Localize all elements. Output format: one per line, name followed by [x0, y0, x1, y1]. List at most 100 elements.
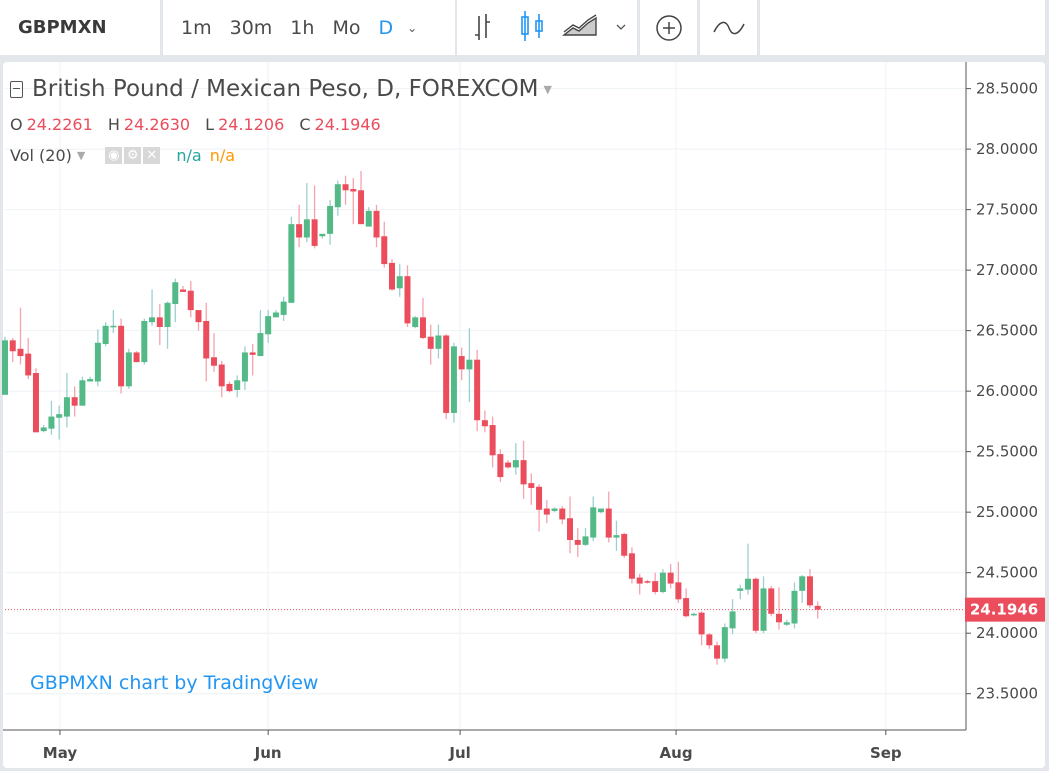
price-tick-label: 27.0000 — [976, 261, 1038, 279]
series-menu-chevron-icon[interactable]: ▼ — [543, 82, 552, 96]
collapse-legend-icon[interactable] — [10, 80, 23, 98]
gear-icon[interactable]: ⚙ — [124, 147, 142, 164]
candle-body — [226, 383, 233, 392]
interval-1m[interactable]: 1m — [181, 16, 212, 39]
compare-button[interactable] — [640, 0, 697, 55]
candle — [760, 576, 767, 634]
bar-chart-icon[interactable] — [475, 14, 490, 40]
candlestick-icon[interactable] — [521, 11, 543, 41]
volume-label: Vol (20) — [10, 146, 72, 165]
candle — [56, 405, 63, 440]
candle — [311, 185, 318, 249]
candle — [241, 346, 248, 390]
last-price-badge: 24.1946 — [965, 597, 1045, 622]
candle — [683, 588, 690, 618]
close-icon[interactable]: ✕ — [143, 147, 161, 164]
area-chart-icon[interactable] — [561, 14, 597, 36]
candle — [644, 579, 651, 584]
candle-body — [497, 454, 504, 478]
candle-body — [574, 540, 581, 545]
volume-value: n/a — [176, 146, 202, 165]
candle — [659, 569, 666, 594]
interval-1h[interactable]: 1h — [290, 16, 315, 39]
eye-icon[interactable]: ◉ — [105, 147, 123, 164]
time-tick-label: Jun — [254, 744, 282, 762]
candle — [528, 473, 535, 505]
candle — [419, 297, 426, 340]
candle-body — [729, 611, 736, 629]
candle — [574, 527, 581, 557]
candle-body — [234, 380, 241, 390]
candle — [783, 619, 790, 626]
candle — [652, 572, 659, 595]
symbol-label: GBPMXN — [18, 17, 107, 38]
candle-body — [791, 590, 798, 624]
candle-body — [327, 206, 334, 234]
candle — [667, 564, 674, 589]
indicators-icon — [712, 21, 745, 34]
candle-body — [597, 508, 604, 513]
candle — [613, 520, 620, 551]
candle-body — [350, 189, 357, 192]
candle — [814, 601, 821, 619]
indicators-button[interactable] — [700, 0, 757, 55]
candle — [79, 376, 86, 406]
candle-body — [605, 508, 612, 538]
symbol-box[interactable]: GBPMXN — [0, 0, 160, 55]
interval-30m[interactable]: 30m — [229, 16, 273, 39]
candle-body — [56, 414, 63, 418]
candle — [373, 204, 380, 248]
candle-body — [180, 289, 187, 292]
candle-body — [141, 320, 148, 363]
candle-body — [149, 317, 156, 323]
candle-body — [102, 325, 109, 344]
interval-month[interactable]: Mo — [332, 16, 361, 39]
chart-type-chevron-icon[interactable] — [616, 24, 626, 30]
candle — [358, 170, 365, 225]
volume-menu-chevron-icon[interactable]: ▼ — [76, 149, 86, 162]
candle — [582, 527, 589, 547]
candles — [2, 170, 821, 665]
candle — [156, 304, 163, 346]
time-axis[interactable]: May Jun Jul Aug Sep — [43, 730, 902, 762]
candle — [396, 264, 403, 297]
candle-body — [48, 416, 55, 429]
candle — [628, 547, 635, 584]
candle-body — [536, 486, 543, 510]
price-tick-label: 24.5000 — [976, 564, 1038, 582]
price-tick-label: 28.5000 — [976, 80, 1038, 98]
candle — [605, 491, 612, 543]
candle-body — [520, 460, 527, 485]
ohlc-values: O 24.2261 H 24.2630 L 24.1206 C 24.1946 — [10, 115, 391, 134]
candle — [450, 342, 457, 423]
candle-body — [474, 359, 481, 421]
candle-body — [172, 282, 179, 305]
candle-body — [63, 397, 70, 417]
candle-body — [621, 533, 628, 556]
candle — [303, 183, 310, 243]
candle — [164, 301, 171, 349]
candle — [474, 350, 481, 432]
price-tick-label: 25.0000 — [976, 503, 1038, 521]
candle-body — [683, 598, 690, 617]
candle — [791, 582, 798, 629]
candle-body — [164, 302, 171, 328]
candle — [590, 496, 597, 542]
candle — [319, 233, 326, 239]
price-axis[interactable]: 23.5000 24.0000 24.5000 25.0000 25.5000 26.00… — [966, 80, 1038, 703]
interval-dropdown-chevron-icon[interactable]: ⌄ — [407, 20, 418, 35]
candle-body — [698, 612, 705, 635]
candle-body — [613, 535, 620, 538]
candle — [389, 259, 395, 291]
grid — [5, 62, 966, 730]
candle-body — [466, 359, 473, 370]
candle — [745, 543, 752, 595]
candle-body — [87, 379, 94, 382]
candle-body — [458, 356, 465, 370]
chart-panel[interactable] — [3, 62, 1045, 768]
candle — [110, 310, 117, 334]
tradingview-credit-link[interactable]: GBPMXN chart by TradingView — [30, 672, 319, 694]
interval-day[interactable]: D — [378, 16, 394, 39]
candle-body — [358, 190, 365, 225]
